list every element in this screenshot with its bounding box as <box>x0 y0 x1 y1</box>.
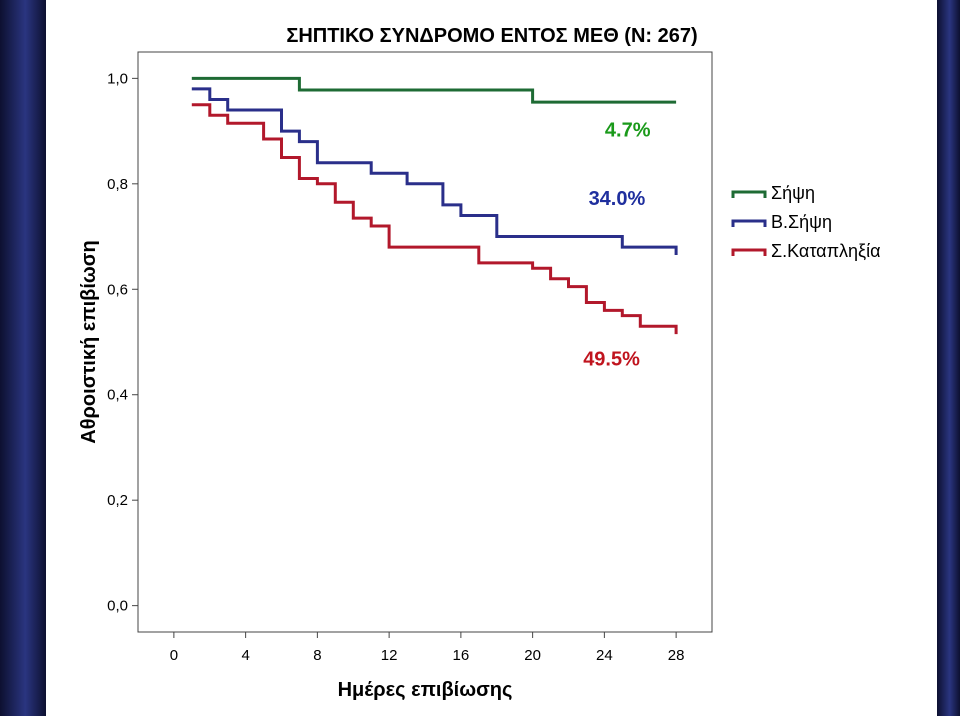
plot-area-frame <box>137 51 713 633</box>
legend-swatch <box>731 248 767 256</box>
y-tick-label: 0,4 <box>107 387 128 404</box>
left-decorative-bar <box>0 0 46 716</box>
right-decorative-bar <box>937 0 960 716</box>
x-axis: 0 4 8 12 16 20 24 28 <box>170 632 685 664</box>
x-tick-label: 4 <box>241 647 249 664</box>
y-tick-label: 0,8 <box>107 176 128 193</box>
series-line-3 <box>191 103 678 335</box>
series-line-2 <box>191 87 678 255</box>
chart-title: ΣΗΠΤΙΚΟ ΣΥΝΔΡΟΜΟ ΕΝΤΟΣ ΜΕΘ (N: 267) <box>286 25 697 47</box>
y-tick-label: 0,6 <box>107 281 128 298</box>
x-tick-label: 0 <box>170 647 178 664</box>
x-tick-label: 16 <box>453 647 470 664</box>
annotation-label: 34.0% <box>589 188 646 210</box>
legend-entry-label: Σήψη <box>771 183 815 203</box>
x-tick-label: 20 <box>524 647 541 664</box>
y-axis: 0,0 0,2 0,4 0,6 0,8 1,0 <box>107 70 138 615</box>
y-axis-title: Αθροιστική επιβίωση <box>78 240 100 443</box>
x-tick-label: 12 <box>381 647 398 664</box>
series-lines <box>191 76 678 335</box>
end-annotations: 4.7% 34.0% 49.5% <box>583 119 651 370</box>
y-tick-label: 0,0 <box>107 598 128 615</box>
legend-swatch <box>731 219 767 227</box>
legend-entry-label: Β.Σήψη <box>771 212 832 232</box>
y-tick-label: 1,0 <box>107 70 128 87</box>
series-line-1 <box>191 76 677 104</box>
legend-entry-label: Σ.Καταπληξία <box>771 241 880 261</box>
annotation-label: 4.7% <box>605 119 651 141</box>
y-tick-label: 0,2 <box>107 492 128 509</box>
legend-swatch <box>731 190 767 198</box>
annotation-label: 49.5% <box>583 349 640 371</box>
x-tick-label: 28 <box>668 647 685 664</box>
x-tick-label: 8 <box>313 647 321 664</box>
x-tick-label: 24 <box>596 647 613 664</box>
legend: Σήψη Β.Σήψη Σ.Καταπληξία <box>731 183 880 261</box>
x-axis-title: Ημέρες επιβίωσης <box>338 679 513 701</box>
